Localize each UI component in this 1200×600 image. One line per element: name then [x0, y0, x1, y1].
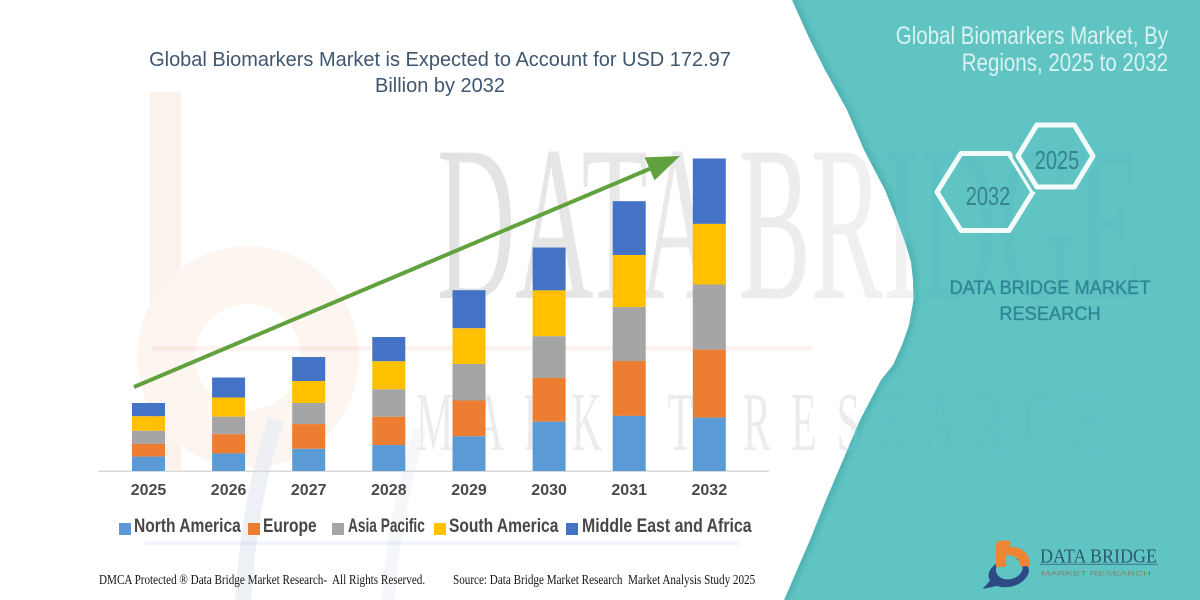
svg-text:MARKET RESEARCH: MARKET RESEARCH — [1041, 571, 1151, 578]
svg-text:DATA BRIDGE: DATA BRIDGE — [1040, 546, 1157, 568]
svg-text:MARKET RESEARCH: MARKET RESEARCH — [416, 377, 1122, 469]
